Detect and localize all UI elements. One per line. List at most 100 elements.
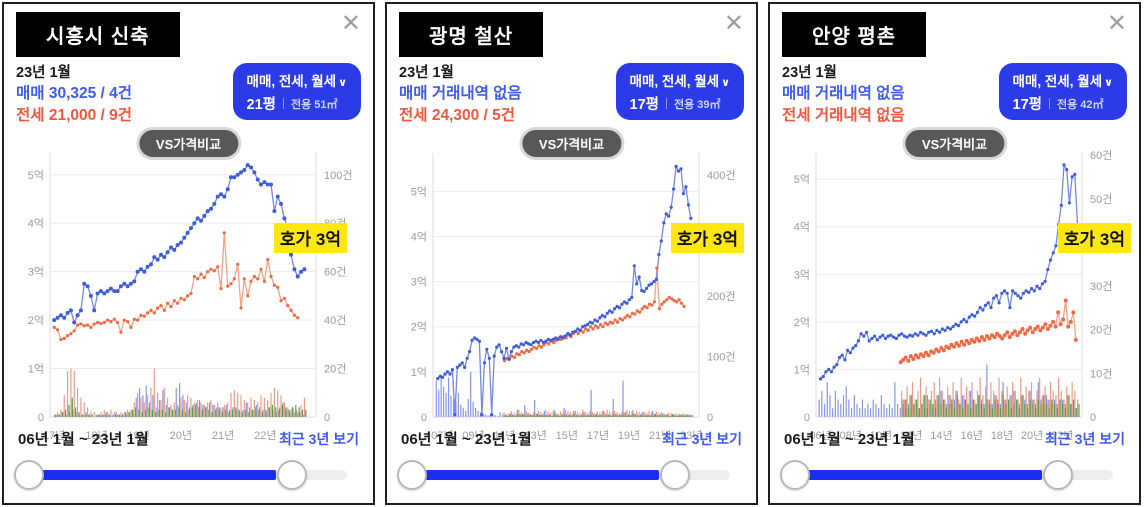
date-range-label: 06년 1월 ~ 23년 1월 [18, 431, 149, 448]
svg-text:17년: 17년 [587, 429, 609, 442]
vs-price-compare-button[interactable]: VS가격비교 [135, 127, 242, 160]
svg-text:60건: 60건 [324, 266, 346, 279]
svg-text:19년: 19년 [127, 429, 149, 442]
svg-text:19년: 19년 [618, 429, 640, 442]
slider-fill [24, 470, 277, 480]
close-icon[interactable]: ✕ [1106, 10, 1127, 37]
svg-text:2억: 2억 [28, 314, 44, 327]
divider [283, 98, 284, 109]
svg-text:18년: 18년 [991, 429, 1013, 442]
svg-text:10년: 10년 [870, 429, 892, 442]
svg-text:2억: 2억 [794, 316, 810, 329]
date-range-label: 06년 1월 ~ 23년 1월 [401, 431, 532, 448]
svg-text:60건: 60건 [1090, 149, 1112, 162]
svg-text:13년: 13년 [524, 429, 546, 442]
chart-panel-gwangmyeong: 광명 철산 ✕ 23년 1월 매매 거래내역 없음 전세 24,300 / 5건… [385, 2, 758, 505]
svg-text:21년: 21년 [649, 429, 671, 442]
svg-text:1억: 1억 [28, 363, 44, 376]
slider-handle-left[interactable] [780, 460, 810, 490]
date-range-slider[interactable] [780, 459, 1125, 491]
slider-fill [407, 470, 660, 480]
close-icon[interactable]: ✕ [723, 10, 744, 37]
sale-price-info: 매매 거래내역 없음 [399, 85, 522, 102]
svg-text:2억: 2억 [411, 321, 427, 334]
recent-3y-link[interactable]: 최근 3년 보기 [279, 430, 359, 447]
svg-text:0: 0 [1090, 412, 1096, 424]
slider-handle-left[interactable] [397, 460, 427, 490]
price-chart[interactable]: VS가격비교 5억4억3억2억1억0400건300건200건100건007년09… [399, 127, 744, 449]
price-chart[interactable]: VS가격비교 5억4억3억2억1억0100건80건60건40건20건017년18… [16, 127, 361, 449]
recent-3y-link[interactable]: 최근 3년 보기 [662, 430, 742, 447]
svg-text:4억: 4억 [28, 217, 44, 230]
svg-text:5억: 5억 [411, 185, 427, 198]
close-icon[interactable]: ✕ [340, 10, 361, 37]
price-chart[interactable]: VS가격비교 5억4억3억2억1억060건50건40건30건20건10건006년… [782, 127, 1131, 449]
svg-text:20건: 20건 [324, 363, 346, 376]
recent-3y-link[interactable]: 최근 3년 보기 [1045, 430, 1125, 447]
svg-text:400건: 400건 [707, 169, 735, 182]
slider-handle-right[interactable] [1043, 460, 1074, 490]
svg-text:0: 0 [38, 412, 44, 424]
svg-text:23년: 23년 [680, 429, 702, 442]
svg-text:0: 0 [421, 412, 427, 424]
filter-dropdown[interactable]: 매매, 전세, 월세 ∨ 17평 전용 42㎡ [998, 63, 1127, 120]
panel-title-badge: 안양 평촌 [782, 12, 927, 57]
svg-text:16년: 16년 [960, 429, 982, 442]
chevron-down-icon: ∨ [338, 77, 347, 89]
svg-text:1억: 1억 [411, 366, 427, 379]
vs-price-compare-button[interactable]: VS가격비교 [901, 127, 1008, 160]
slider-handle-right[interactable] [277, 460, 308, 490]
slider-fill [790, 470, 1043, 480]
current-month-label: 23년 1월 [782, 65, 837, 81]
svg-text:5억: 5억 [794, 173, 810, 186]
pyeong-label: 21평 [246, 97, 276, 113]
svg-text:22년: 22년 [1051, 429, 1073, 442]
svg-text:20건: 20건 [1090, 324, 1112, 337]
current-month-label: 23년 1월 [16, 65, 71, 81]
chart-canvas: 5억4억3억2억1억060건50건40건30건20건10건006년08년10년1… [794, 149, 1113, 442]
svg-text:3억: 3억 [794, 268, 810, 281]
svg-text:14년: 14년 [930, 429, 952, 442]
date-range-slider[interactable] [397, 459, 742, 491]
svg-text:100건: 100건 [707, 350, 735, 363]
svg-text:50건: 50건 [1090, 193, 1112, 206]
sale-price-info: 매매 30,325 / 4건 [16, 85, 133, 102]
svg-text:0: 0 [707, 412, 713, 424]
svg-text:12년: 12년 [900, 429, 922, 442]
panel-title-badge: 광명 철산 [399, 12, 544, 57]
svg-text:09년: 09년 [462, 429, 484, 442]
chevron-down-icon: ∨ [721, 77, 730, 89]
jeonse-price-info: 전세 거래내역 없음 [782, 107, 905, 124]
vs-price-compare-button[interactable]: VS가격비교 [518, 127, 625, 160]
asking-price-annotation: 호가 3억 [273, 223, 347, 253]
sale-price-info: 매매 거래내역 없음 [782, 85, 905, 102]
divider [1049, 98, 1050, 109]
svg-text:11년: 11년 [494, 429, 516, 442]
jeonse-price-info: 전세 21,000 / 9건 [16, 107, 133, 124]
svg-text:0: 0 [324, 412, 330, 424]
chart-canvas: 5억4억3억2억1억0400건300건200건100건007년09년11년13년… [411, 153, 735, 442]
area-label: 전용 51㎡ [291, 98, 338, 111]
chart-panel-siheung: 시흥시 신축 ✕ 23년 1월 매매 30,325 / 4건 전세 21,000… [2, 2, 375, 505]
date-range-label: 06년 1월 ~ 23년 1월 [784, 431, 915, 448]
svg-text:1억: 1억 [794, 363, 810, 376]
pyeong-label: 17평 [629, 97, 659, 113]
filter-dropdown[interactable]: 매매, 전세, 월세 ∨ 21평 전용 51㎡ [232, 63, 361, 120]
svg-text:22년: 22년 [254, 429, 276, 442]
slider-handle-right[interactable] [660, 460, 691, 490]
svg-text:07년: 07년 [431, 429, 453, 442]
area-label: 전용 39㎡ [674, 98, 721, 111]
chart-canvas: 5억4억3억2억1억0100건80건60건40건20건017년18년19년20년… [28, 153, 352, 442]
filter-dropdown[interactable]: 매매, 전세, 월세 ∨ 17평 전용 39㎡ [615, 63, 744, 120]
panel-title-badge: 시흥시 신축 [16, 12, 180, 57]
date-range-slider[interactable] [14, 459, 359, 491]
asking-price-annotation: 호가 3억 [1057, 223, 1131, 253]
slider-handle-left[interactable] [14, 460, 44, 490]
chart-panel-anyang: 안양 평촌 ✕ 23년 1월 매매 거래내역 없음 전세 거래내역 없음 매매,… [768, 2, 1141, 505]
filter-types-label: 매매, 전세, 월세 [1012, 74, 1103, 89]
svg-text:40건: 40건 [324, 314, 346, 327]
current-month-label: 23년 1월 [399, 65, 454, 81]
asking-price-annotation: 호가 3억 [670, 223, 744, 253]
svg-text:06년: 06년 [809, 429, 831, 442]
filter-types-label: 매매, 전세, 월세 [629, 74, 720, 89]
